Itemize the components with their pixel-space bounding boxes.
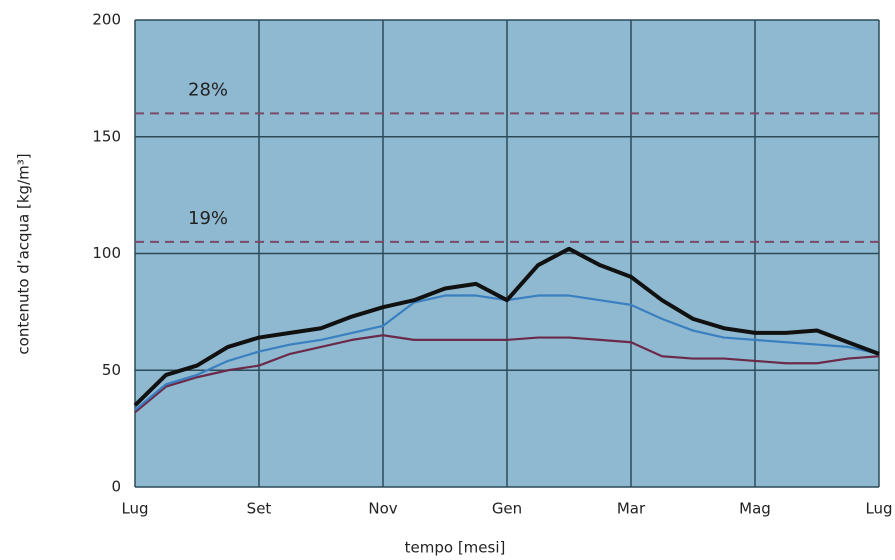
x-tick-label: Lug [121, 500, 148, 518]
x-tick-label: Set [247, 500, 272, 518]
y-tick-label: 200 [92, 11, 121, 29]
x-tick-label: Mag [739, 500, 771, 518]
x-tick-label: Lug [865, 500, 892, 518]
y-axis-label: contenuto d’acqua [kg/m³] [15, 153, 33, 354]
data-line [133, 246, 880, 407]
y-tick-label: 100 [92, 244, 121, 262]
y-tick-label: 50 [102, 361, 121, 379]
reference-label: 19% [188, 208, 228, 229]
data-line [134, 334, 880, 414]
x-tick-label: Nov [368, 500, 397, 518]
y-tick-label: 150 [92, 127, 121, 145]
x-tick-label: Mar [617, 500, 646, 518]
reference-label: 28% [188, 79, 228, 100]
y-tick-label: 0 [111, 478, 121, 496]
x-tick-label: Gen [492, 500, 522, 518]
x-axis-label: tempo [mesi] [405, 539, 506, 557]
